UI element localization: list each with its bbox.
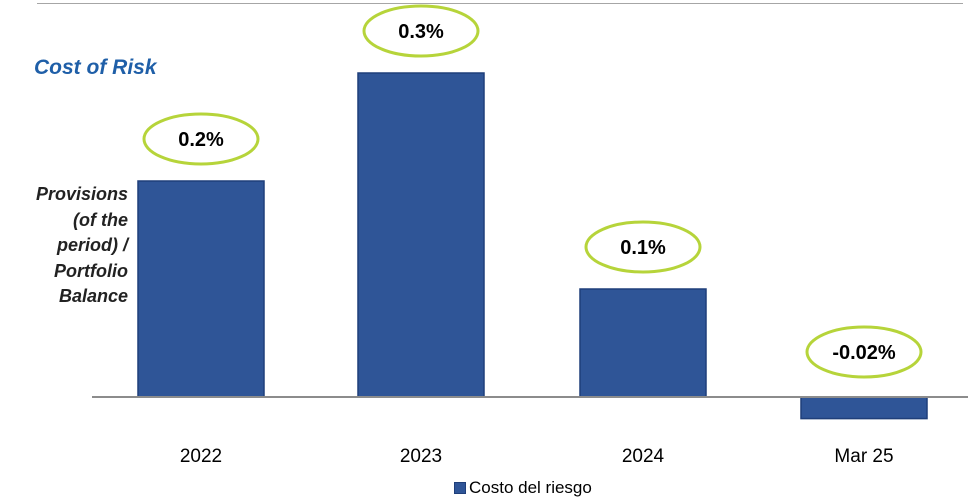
data-label-bubble bbox=[805, 325, 923, 379]
data-label-bubble bbox=[362, 4, 480, 58]
data-label: 0.3% bbox=[398, 21, 444, 43]
bar bbox=[137, 180, 265, 398]
y-axis-label-line: Portfolio bbox=[54, 260, 128, 281]
data-label: 0.1% bbox=[620, 237, 666, 259]
category-label: 2023 bbox=[400, 446, 442, 467]
bar bbox=[800, 396, 928, 420]
bar bbox=[579, 288, 707, 398]
category-label: 2022 bbox=[180, 446, 222, 467]
y-axis-label-line: Provisions bbox=[35, 184, 128, 204]
y-axis-label-line: (of the bbox=[73, 209, 128, 230]
data-label-bubble bbox=[142, 112, 260, 166]
data-label-bubble bbox=[584, 220, 702, 274]
category-label: Mar 25 bbox=[834, 446, 893, 467]
y-axis-label-line: period) / bbox=[57, 235, 128, 255]
y-axis-label-line: Balance bbox=[58, 286, 128, 306]
category-label: 2024 bbox=[622, 446, 665, 467]
data-label: 0.2% bbox=[178, 129, 224, 151]
legend: Costo del riesgo bbox=[454, 478, 592, 498]
legend-label: Costo del riesgo bbox=[469, 478, 592, 497]
legend-swatch bbox=[454, 482, 466, 494]
y-axis-label: Provisions (of the period) / Portfolio B… bbox=[4, 182, 128, 310]
chart-title: Cost of Risk bbox=[34, 56, 157, 79]
bar bbox=[357, 72, 485, 398]
data-label: -0.02% bbox=[832, 342, 896, 364]
top-rule bbox=[37, 3, 963, 4]
